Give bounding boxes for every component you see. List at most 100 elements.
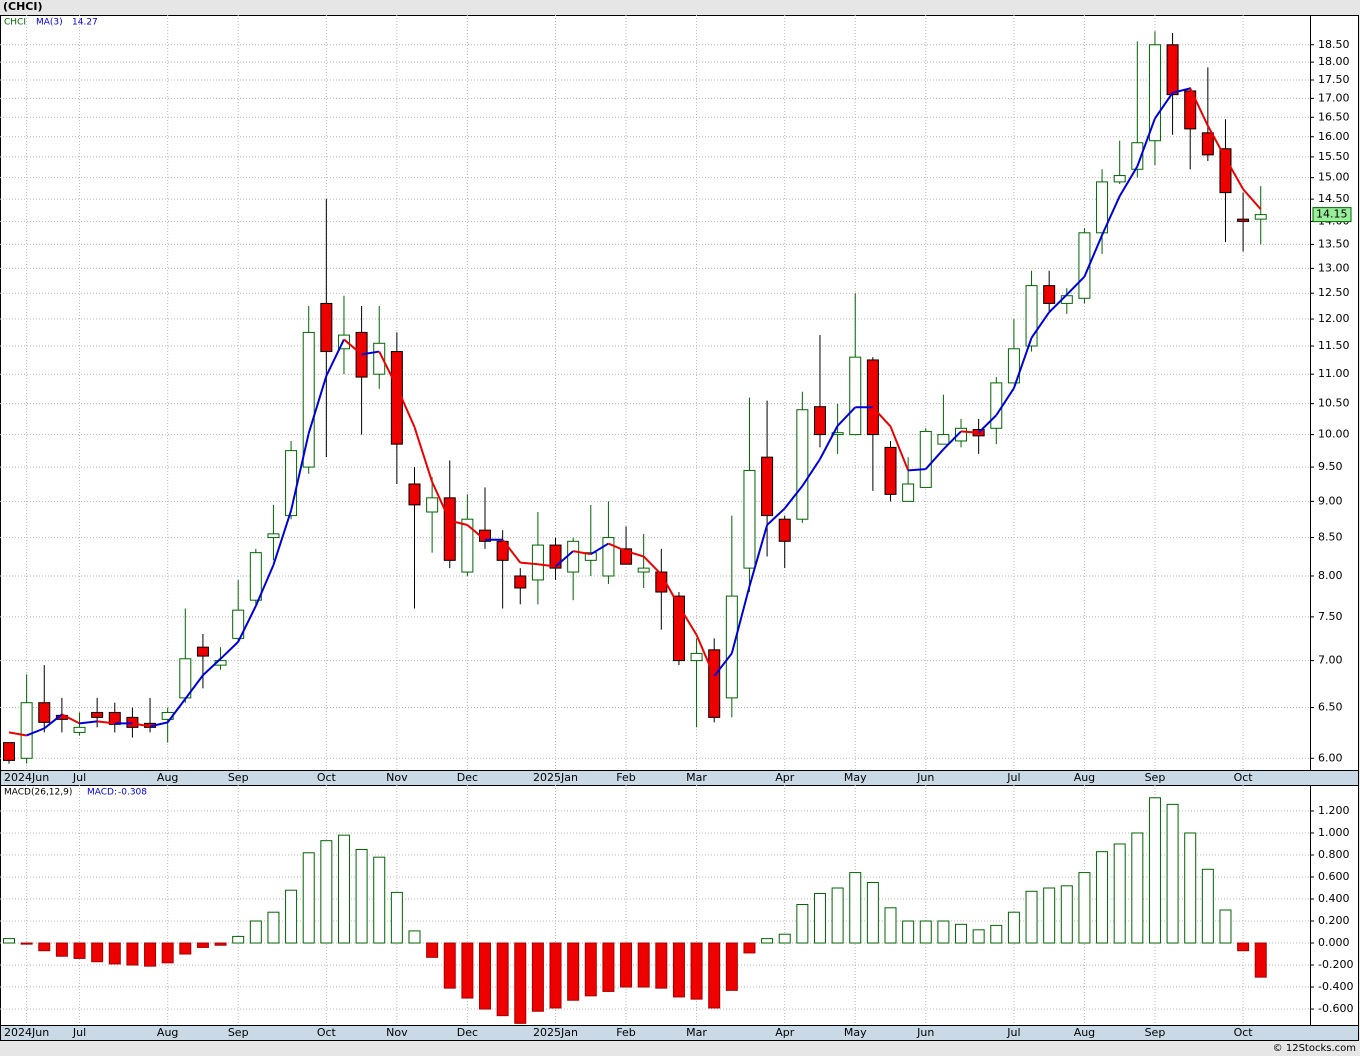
macd-bar [20,942,33,945]
ma-segment [925,448,945,470]
candle-body [761,456,774,517]
macd-bar [761,938,774,944]
x-tick-label: Sep [1145,771,1166,784]
candle-body [285,450,298,517]
macd-bar [708,942,721,1009]
y-tick-label: 7.00 [1318,654,1343,667]
ma-segment [766,507,786,526]
macd-bar [796,904,809,944]
y-tick-label: 10.50 [1318,397,1350,410]
macd-bar [38,942,51,952]
last-price-label: 14.15 [1316,208,1348,221]
candle-body [690,652,703,662]
x-tick-label: Apr [775,771,795,784]
ma-segment [995,387,1015,416]
y-tick-label: 1.200 [1318,804,1350,817]
ma-segment [466,524,486,541]
macd-bar [355,848,368,944]
y-tick-label: 9.00 [1318,494,1343,507]
x-axis-strip [0,1025,1359,1041]
candle-body [849,356,862,436]
ma-segment [572,550,591,556]
ma-segment [537,563,556,568]
ma-segment [1030,311,1050,339]
y-tick-label: 6.00 [1318,751,1343,764]
candle-body [602,537,615,577]
ma-segment [1048,294,1068,313]
macd-bar [1201,868,1214,944]
macd-bar [919,920,932,944]
ma-segment [61,713,80,725]
macd-bar [285,889,298,944]
candle-body [1254,214,1267,220]
y-tick-label: -0.400 [1318,980,1353,993]
y-tick-label: 11.50 [1318,339,1350,352]
ma-segment [413,426,434,483]
ma-segment [660,573,680,607]
y-tick-label: 10.00 [1318,428,1350,441]
macd-bar [567,942,580,1001]
ma-segment [43,713,63,730]
ma-segment [1189,87,1209,127]
x-tick-label: Feb [616,771,635,784]
ma-segment [1083,234,1103,278]
ma-segment [1012,337,1033,389]
x-tick-label: Oct [317,1026,337,1039]
candle-body [1043,285,1056,304]
ma-segment [748,524,769,587]
y-tick-label: 6.50 [1318,701,1343,714]
y-tick-label: 7.50 [1318,610,1343,623]
y-tick-label: 0.000 [1318,936,1350,949]
candle-body [708,649,721,718]
macd-bar [373,856,386,944]
macd-bar [1254,942,1267,978]
candle-body [831,432,844,436]
y-tick-label: 11.00 [1318,367,1350,380]
ma-segment [908,468,926,472]
x-tick-label: Sep [1145,1026,1166,1039]
macd-bar [514,942,527,1024]
x-tick-label: Mar [686,1026,707,1039]
macd-bar [249,920,262,944]
macd-bar [972,929,985,944]
x-tick-label: Aug [157,1026,178,1039]
macd-bar [620,942,633,988]
x-tick-label: Jul [72,1026,86,1039]
candle-body [584,552,597,561]
y-tick-label: 13.00 [1318,261,1350,274]
ma-segment [395,386,416,428]
x-tick-label: Sep [228,771,249,784]
candle-body [743,469,756,569]
candle-body [567,540,580,573]
candle-body [3,742,15,761]
y-tick-label: 9.50 [1318,460,1343,473]
ma-segment [1136,118,1156,167]
x-tick-label: May [844,1026,867,1039]
x-tick-label: Nov [386,771,408,784]
ma-segment [678,605,698,636]
macd-bar [1060,885,1073,944]
macd-bar [849,872,862,944]
macd-bar [390,891,403,944]
candle-body [408,483,421,506]
macd-bar [232,935,245,944]
macd-bar [637,942,650,988]
ma-segment [219,641,239,660]
axis-area [1310,785,1359,1026]
legend-ma-value: 14.27 [72,18,98,28]
macd-bar [443,942,456,989]
candle-body [232,609,245,639]
candle-body [196,646,209,657]
ma-segment [97,720,115,725]
macd-bar [602,942,615,992]
candle-body [514,575,527,589]
candle-body [337,334,350,350]
candle-body [443,497,456,561]
candle-body [813,406,826,436]
ma-segment [590,542,609,556]
ma-segment [202,658,222,676]
candle-body [531,544,544,581]
candle-body [249,552,262,601]
macd-bar [1007,911,1020,944]
